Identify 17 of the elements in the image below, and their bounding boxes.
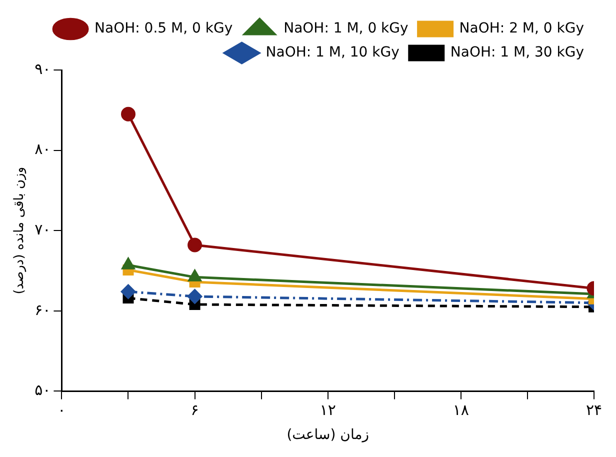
legend-label: NaOH: 1 M, 30 kGy	[450, 44, 584, 61]
y-axis-title: وزن باقی مانده (درصد)	[12, 166, 28, 294]
x-tick-label: ۲۴	[586, 401, 602, 420]
x-tick-label: ۰	[58, 401, 66, 420]
x-tick-label: ۱۲	[320, 401, 336, 420]
x-tick-label: ۱۸	[452, 401, 469, 420]
legend-label: NaOH: 2 M, 0 kGy	[459, 20, 584, 37]
y-tick-label: ۶۰	[34, 300, 51, 319]
y-tick-label: ۸۰	[34, 140, 51, 158]
x-tick-label: ۶	[190, 401, 199, 420]
y-tick-label: ۷۰	[34, 220, 51, 238]
y-tick-label: ۵۰	[34, 381, 51, 400]
legend-label: NaOH: 1 M, 10 kGy	[266, 44, 400, 61]
x-axis-title: زمان (ساعت)	[286, 427, 369, 444]
y-tick-label: ۹۰	[34, 60, 51, 78]
legend-label: NaOH: 0.5 M, 0 kGy	[94, 20, 233, 37]
legend-label: NaOH: 1 M, 0 kGy	[284, 20, 408, 37]
